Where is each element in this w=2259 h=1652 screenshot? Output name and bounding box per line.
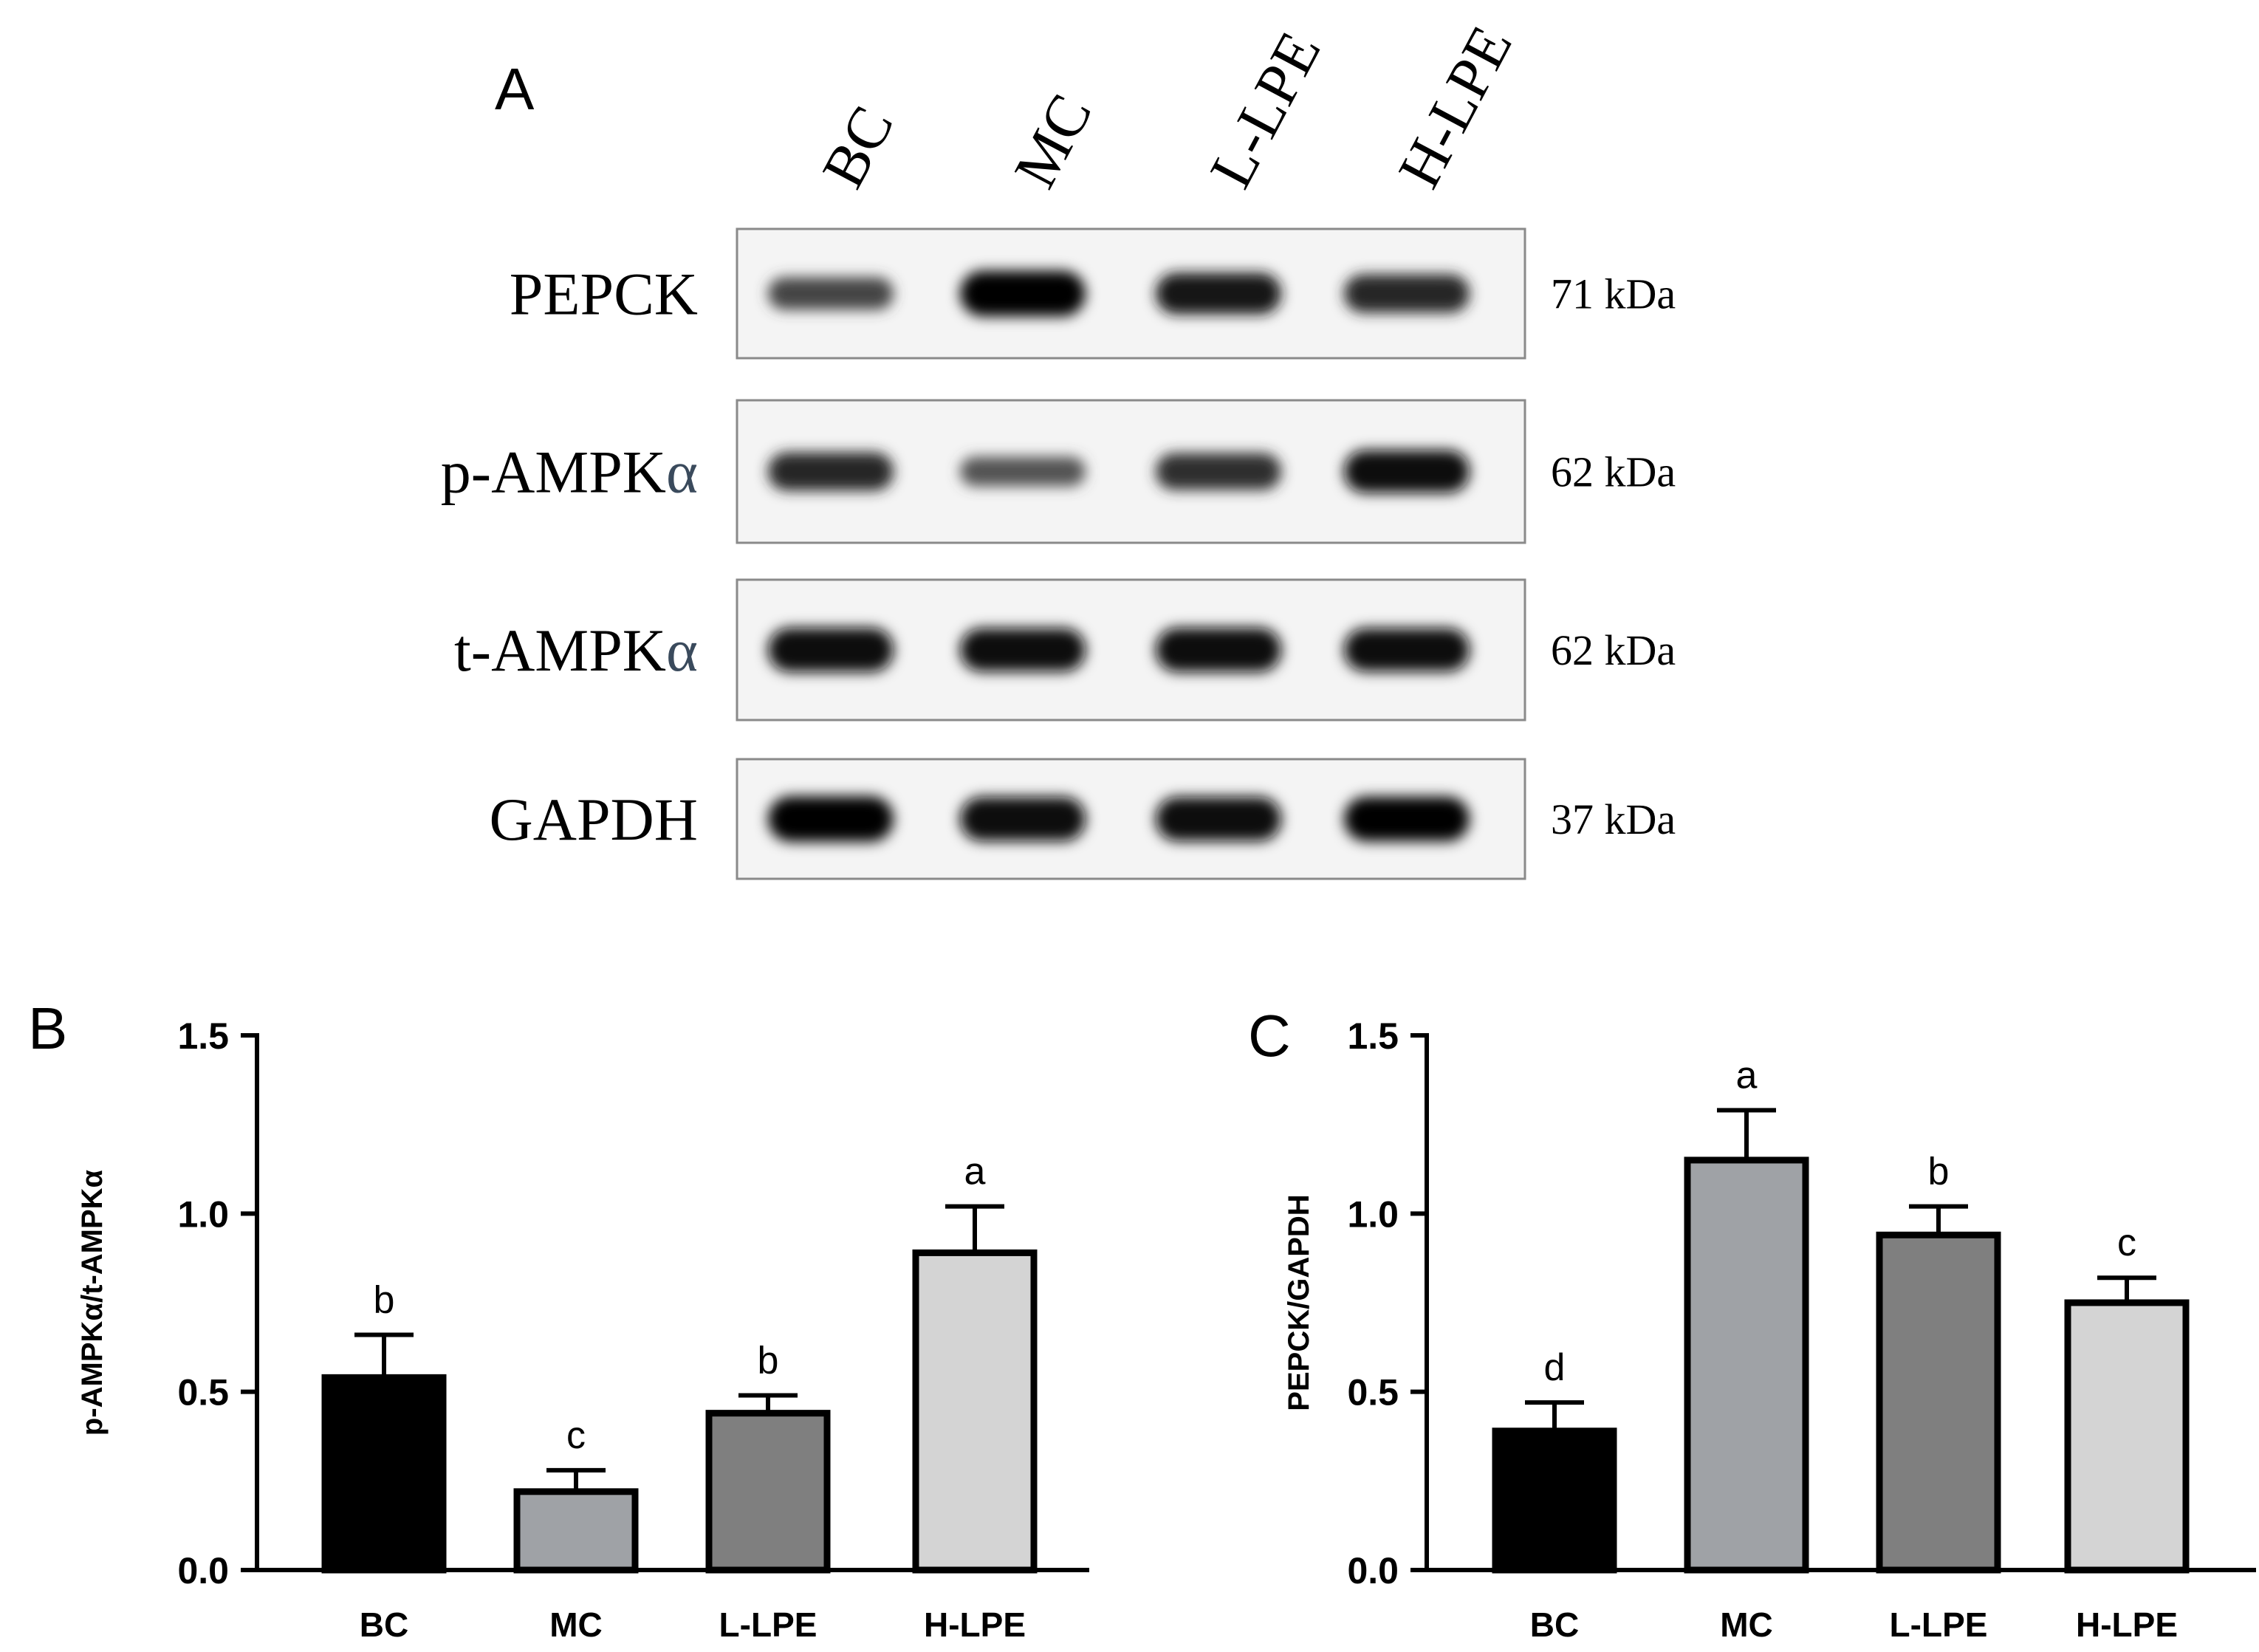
significance-label: b <box>758 1339 779 1382</box>
lane-label: H-LPE <box>1385 16 1525 199</box>
y-tick-label: 1.5 <box>1347 1015 1399 1057</box>
kda-label: 62 kDa <box>1551 626 1676 674</box>
blot-band <box>768 796 894 842</box>
bar <box>1876 1231 2001 1574</box>
significance-label: c <box>566 1414 586 1457</box>
blot-band <box>1156 453 1281 490</box>
bar <box>912 1249 1038 1574</box>
panel-b-label: B <box>28 995 67 1061</box>
kda-label: 62 kDa <box>1551 448 1676 496</box>
y-tick-label: 1.0 <box>177 1193 229 1235</box>
kda-label: 37 kDa <box>1551 795 1676 843</box>
blot-band <box>960 456 1086 487</box>
blot-band <box>1156 628 1281 672</box>
lane-label: L-LPE <box>1197 21 1334 199</box>
panel-a-label: A <box>495 56 535 122</box>
panel-c-label: C <box>1248 1003 1291 1069</box>
blot-row: p-AMPKα 62 kDa <box>441 399 1676 544</box>
blot-band <box>1156 273 1281 315</box>
significance-label: a <box>1736 1054 1758 1097</box>
blot-band <box>1156 797 1281 841</box>
blot-protein-label: t-AMPKα <box>454 617 698 684</box>
y-tick-label: 0.0 <box>1347 1550 1399 1591</box>
lane-label: BC <box>809 95 907 198</box>
blot-row: t-AMPKα 62 kDa <box>454 578 1676 722</box>
significance-label: a <box>964 1151 986 1193</box>
lane-labels: BC MC L-LPE H-LPE <box>809 16 1525 199</box>
y-tick-label: 0.5 <box>1347 1372 1399 1413</box>
y-tick-label: 0.0 <box>177 1550 229 1591</box>
x-tick-label: MC <box>549 1605 603 1644</box>
blot-row: PEPCK 71 kDa <box>510 227 1676 360</box>
x-tick-label: H-LPE <box>924 1605 1026 1644</box>
y-axis-label: PEPCK/GAPDH <box>1283 1194 1315 1411</box>
panel-c-chart: C 0.0 0.5 1.0 1.5 PEPCK/GAPDH d BC a MC b L-LPE c H-… <box>1248 1003 2256 1644</box>
bar <box>321 1374 447 1574</box>
kda-label: 71 kDa <box>1551 270 1676 318</box>
significance-label: c <box>2117 1221 2136 1264</box>
panel-b-chart: B 0.0 0.5 1.0 1.5 p-AMPKα/t-AMPKα b BC c MC b L-LP… <box>28 995 1089 1644</box>
x-tick-label: L-LPE <box>1890 1605 1988 1644</box>
blot-band <box>768 277 894 310</box>
x-tick-label: MC <box>1720 1605 1773 1644</box>
x-tick-label: L-LPE <box>719 1605 817 1644</box>
significance-label: b <box>1928 1151 1950 1193</box>
x-tick-label: H-LPE <box>2076 1605 2178 1644</box>
alpha-symbol: α <box>666 617 698 684</box>
blot-protein-label: PEPCK <box>510 261 698 328</box>
blot-row: GAPDH 37 kDa <box>490 758 1676 880</box>
blot-band <box>960 628 1086 672</box>
blot-band <box>960 270 1086 317</box>
blot-protein-label: p-AMPKα <box>441 439 698 506</box>
significance-label: b <box>374 1278 395 1321</box>
y-tick-label: 1.0 <box>1347 1193 1399 1235</box>
bar <box>1684 1156 1809 1574</box>
y-tick-label: 1.5 <box>177 1015 229 1057</box>
y-axis-label: p-AMPKα/t-AMPKα <box>76 1169 109 1436</box>
blot-band <box>768 628 894 672</box>
blot-band <box>768 452 894 491</box>
bar <box>705 1410 831 1574</box>
lane-label: MC <box>1001 83 1105 198</box>
protein-name: PEPCK <box>510 261 698 328</box>
blot-band <box>1344 450 1470 493</box>
blot-band <box>1344 796 1470 842</box>
significance-label: d <box>1544 1346 1566 1389</box>
y-tick-label: 0.5 <box>177 1372 229 1413</box>
x-tick-label: BC <box>360 1605 408 1644</box>
bar <box>2064 1299 2190 1574</box>
blot-band <box>1344 628 1470 672</box>
protein-name: p-AMPK <box>441 439 666 506</box>
protein-name: t-AMPK <box>454 617 666 684</box>
protein-name: GAPDH <box>490 786 698 853</box>
blot-band <box>1344 274 1470 313</box>
x-tick-label: BC <box>1530 1605 1579 1644</box>
bar <box>1492 1427 1617 1574</box>
bar <box>513 1488 639 1574</box>
alpha-symbol: α <box>666 439 698 506</box>
blot-band <box>960 797 1086 841</box>
blot-protein-label: GAPDH <box>490 786 698 853</box>
